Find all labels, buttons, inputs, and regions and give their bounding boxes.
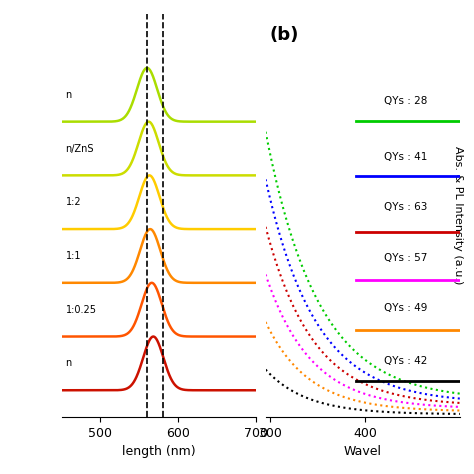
X-axis label: length (nm): length (nm)	[122, 446, 196, 458]
Text: QYs : 42: QYs : 42	[384, 356, 428, 366]
Text: (b): (b)	[269, 27, 299, 44]
Text: QYs : 41: QYs : 41	[384, 152, 428, 162]
Text: 1:2: 1:2	[65, 197, 81, 207]
Y-axis label: Abs. & PL Intensity (a.u.): Abs. & PL Intensity (a.u.)	[453, 146, 463, 285]
Text: QYs : 28: QYs : 28	[384, 96, 428, 106]
Text: 1:0.25: 1:0.25	[65, 305, 97, 315]
Text: QYs : 63: QYs : 63	[384, 202, 428, 212]
Text: n: n	[65, 90, 72, 100]
Text: QYs : 57: QYs : 57	[384, 253, 428, 263]
Text: QYs : 49: QYs : 49	[384, 303, 428, 313]
Text: n: n	[65, 358, 72, 368]
Text: n/ZnS: n/ZnS	[65, 144, 94, 154]
Text: 1:1: 1:1	[65, 251, 81, 261]
X-axis label: Wavel: Wavel	[344, 446, 382, 458]
